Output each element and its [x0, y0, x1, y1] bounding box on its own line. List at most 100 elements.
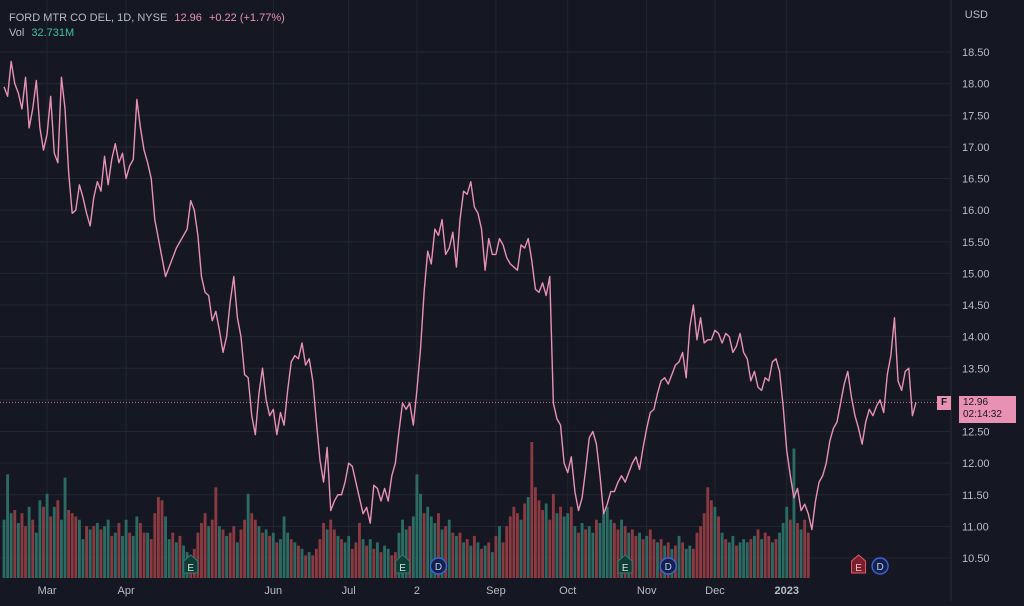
- price-tick-label: 14.50: [962, 300, 990, 312]
- volume-bar: [2, 519, 6, 578]
- volume-bar: [623, 526, 627, 578]
- price-tick-label: 14.00: [962, 332, 990, 344]
- volume-bar: [483, 545, 487, 578]
- volume-bar: [523, 503, 527, 578]
- time-tick-label: Jun: [264, 585, 282, 597]
- ticker-tag[interactable]: F: [937, 396, 951, 410]
- volume-bar: [203, 513, 207, 578]
- volume-bar: [92, 526, 96, 578]
- volume-bar: [49, 516, 53, 578]
- volume-bar: [74, 516, 78, 578]
- price-line: [3, 60, 917, 531]
- dividend-marker-label: D: [665, 562, 672, 573]
- volume-bar: [268, 535, 272, 578]
- volume-bar: [695, 532, 699, 578]
- volume-bar: [139, 522, 142, 578]
- volume-value: 32.731M: [31, 27, 75, 39]
- volume-bar: [630, 529, 634, 578]
- volume-bar: [749, 539, 753, 578]
- last-price: 12.96: [174, 12, 202, 24]
- earnings-marker-label: E: [399, 563, 406, 574]
- volume-bar: [332, 529, 336, 578]
- earnings-marker[interactable]: E: [395, 554, 411, 574]
- time-axis[interactable]: Mar Apr Jun Jul 2 Sep Oct Nov Dec 2023: [38, 585, 799, 597]
- volume-bar: [598, 522, 602, 578]
- earnings-marker-shape: [395, 554, 411, 574]
- volume-bar: [440, 529, 444, 578]
- volume-bar: [799, 529, 803, 578]
- price-tick-label: 18.50: [962, 47, 990, 59]
- earnings-marker[interactable]: E: [851, 554, 867, 574]
- legend-volume: Vol 32.731M: [9, 27, 74, 40]
- volume-bar: [214, 487, 218, 578]
- volume-bar: [562, 516, 566, 578]
- dividend-marker-label: D: [435, 562, 442, 573]
- volume-bar: [289, 539, 293, 578]
- volume-bar: [296, 545, 300, 578]
- volume-bar: [681, 542, 685, 578]
- price-tick-label: 13.50: [962, 363, 990, 375]
- ticker-tag-text: F: [940, 397, 948, 408]
- volume-bar: [81, 539, 85, 578]
- volume-bar: [368, 539, 372, 578]
- symbol-description: FORD MTR CO DEL, 1D, NYSE: [9, 12, 168, 24]
- volume-bar: [770, 542, 774, 578]
- volume-bar: [121, 535, 124, 578]
- earnings-marker[interactable]: E: [617, 554, 633, 574]
- time-tick-label: Sep: [486, 585, 506, 597]
- dividend-marker-shape: [871, 557, 889, 575]
- volume-bar: [171, 532, 175, 578]
- volume-bar: [602, 513, 606, 578]
- volume-bar: [742, 539, 746, 578]
- legend-main: FORD MTR CO DEL, 1D, NYSE 12.96 +0.22 (+…: [9, 12, 285, 25]
- price-tick-label: 11.50: [962, 490, 989, 502]
- price-tick-label: 15.50: [962, 237, 990, 249]
- volume-bar: [279, 539, 282, 578]
- volume-bar: [110, 535, 114, 578]
- volume-bar: [314, 548, 318, 578]
- volume-bar: [426, 506, 430, 578]
- volume-bar: [781, 522, 785, 578]
- volume-bar: [20, 513, 24, 578]
- currency-label: USD: [964, 9, 988, 21]
- volume-bar: [612, 522, 616, 578]
- volume-bar: [476, 542, 480, 578]
- volume-bar: [232, 526, 236, 578]
- volume-bar: [627, 532, 631, 578]
- time-tick-label: Dec: [705, 585, 725, 597]
- volume-bar: [221, 529, 225, 578]
- dividend-marker[interactable]: D: [871, 557, 889, 575]
- earnings-marker[interactable]: E: [183, 554, 199, 574]
- volume-bar: [595, 519, 598, 578]
- volume-bar: [620, 519, 624, 578]
- price-tick-label: 17.50: [962, 110, 990, 122]
- volume-bar: [271, 532, 275, 578]
- volume-bar: [634, 535, 638, 578]
- volume-bar: [724, 539, 728, 578]
- volume-bar: [235, 542, 239, 578]
- volume-bar: [31, 519, 35, 578]
- dividend-marker[interactable]: D: [659, 557, 677, 575]
- volume-bar: [763, 532, 767, 578]
- volume-bar: [304, 555, 308, 578]
- price-axis[interactable]: 18.50 18.00 17.50 17.00 16.50 16.00 15.50 15.00…: [962, 47, 990, 565]
- volume-bar: [401, 519, 404, 578]
- volume-bar: [437, 513, 440, 578]
- volume-bar: [282, 516, 286, 578]
- volume-bar: [124, 519, 128, 578]
- volume-bar: [210, 519, 214, 578]
- volume-bar: [404, 529, 408, 578]
- volume-bar: [490, 552, 494, 578]
- dividend-marker[interactable]: D: [429, 557, 448, 575]
- price-tick-label: 16.00: [962, 205, 990, 217]
- volume-bar: [806, 532, 810, 578]
- volume-bar: [498, 526, 501, 578]
- volume-bar: [63, 477, 67, 578]
- volume-bar: [390, 555, 394, 578]
- volume-bar: [156, 497, 160, 578]
- volume-bar: [146, 532, 150, 578]
- volume-bar: [767, 535, 771, 578]
